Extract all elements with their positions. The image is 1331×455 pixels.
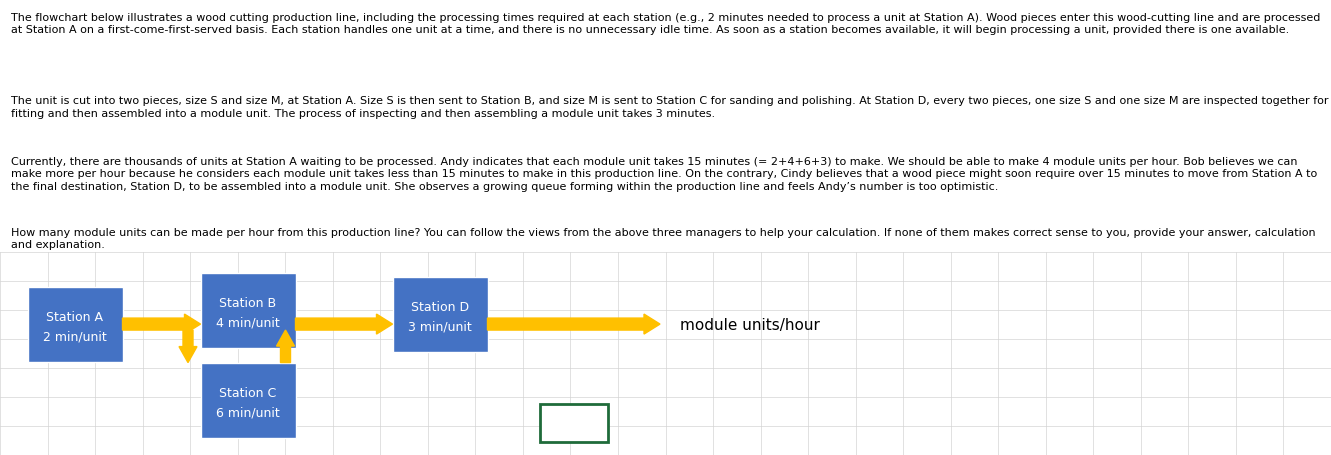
FancyBboxPatch shape — [540, 404, 608, 442]
Text: Station C: Station C — [220, 386, 277, 399]
FancyArrow shape — [178, 330, 197, 363]
FancyArrow shape — [295, 314, 393, 334]
Text: Station A: Station A — [47, 310, 104, 323]
FancyArrow shape — [122, 314, 201, 334]
FancyBboxPatch shape — [201, 273, 295, 348]
Text: 4 min/unit: 4 min/unit — [216, 316, 280, 329]
Text: module units/hour: module units/hour — [680, 317, 820, 332]
Text: 2 min/unit: 2 min/unit — [43, 330, 106, 343]
FancyBboxPatch shape — [393, 277, 487, 352]
Text: The unit is cut into two pieces, size S and size M, at Station A. Size S is then: The unit is cut into two pieces, size S … — [11, 96, 1328, 118]
Text: 3 min/unit: 3 min/unit — [409, 320, 473, 333]
FancyBboxPatch shape — [28, 287, 122, 362]
Text: Currently, there are thousands of units at Station A waiting to be processed. An: Currently, there are thousands of units … — [11, 157, 1316, 191]
FancyArrow shape — [487, 314, 660, 334]
Text: The flowchart below illustrates a wood cutting production line, including the pr: The flowchart below illustrates a wood c… — [11, 13, 1320, 35]
Text: Station B: Station B — [220, 296, 277, 309]
FancyArrow shape — [277, 330, 294, 363]
Text: Station D: Station D — [411, 300, 469, 313]
Text: How many module units can be made per hour from this production line? You can fo: How many module units can be made per ho… — [11, 227, 1315, 250]
Text: 6 min/unit: 6 min/unit — [216, 406, 280, 419]
FancyBboxPatch shape — [201, 363, 295, 438]
